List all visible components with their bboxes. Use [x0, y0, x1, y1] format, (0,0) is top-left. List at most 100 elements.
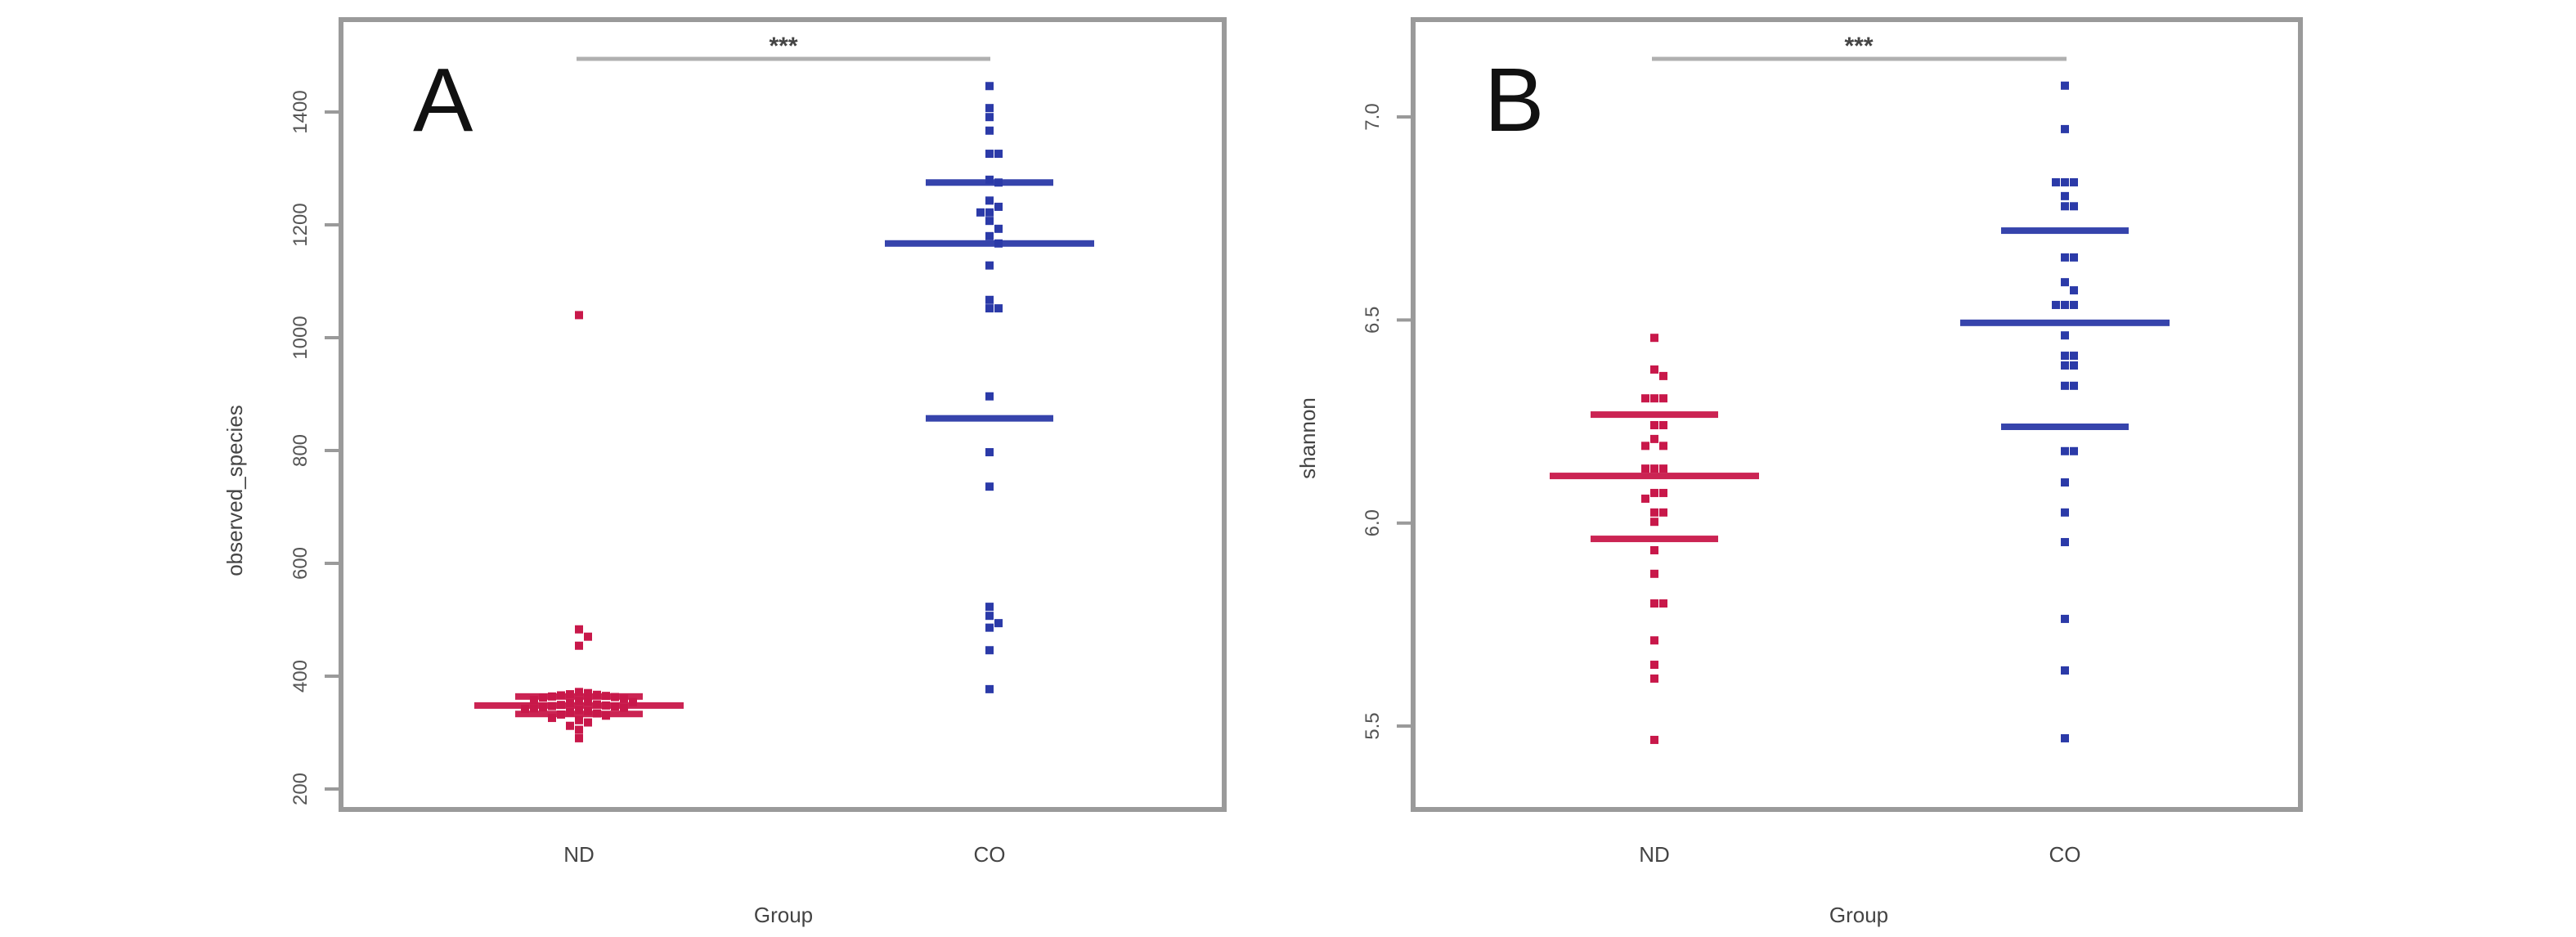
- data-point-nd: [584, 706, 592, 715]
- data-point-nd: [575, 688, 583, 697]
- data-point-nd: [1650, 735, 1658, 744]
- y-tick-label: 400: [289, 660, 312, 693]
- significance-label-a: ***: [769, 33, 797, 60]
- data-point-nd: [1650, 334, 1658, 343]
- data-point-co: [2061, 331, 2069, 340]
- data-point-nd: [593, 700, 601, 709]
- data-point-nd: [593, 709, 601, 718]
- data-point-co: [2070, 446, 2078, 455]
- data-point-co: [985, 208, 994, 217]
- data-point-nd: [566, 721, 574, 730]
- x-tick-label-co-a: CO: [974, 842, 1006, 867]
- y-tick-label: 200: [289, 773, 312, 805]
- data-point-nd: [1650, 394, 1658, 403]
- y-axis-a: 200 400 600 800 1000 1200 1400: [289, 90, 341, 805]
- plot-frame-a: [339, 17, 1227, 812]
- data-point-co: [2070, 300, 2078, 309]
- data-point-nd: [566, 690, 574, 699]
- data-point-nd: [1650, 518, 1658, 527]
- data-point-nd: [575, 697, 583, 706]
- x-tick-label-nd-b: ND: [1639, 842, 1670, 867]
- data-point-co: [2061, 81, 2069, 90]
- data-point-co: [985, 261, 994, 270]
- data-point-nd: [548, 692, 556, 701]
- data-point-co: [2061, 361, 2069, 370]
- data-point-nd: [611, 702, 619, 711]
- data-point-nd: [557, 710, 565, 719]
- data-point-nd: [1650, 661, 1658, 670]
- data-point-co: [994, 619, 1003, 628]
- data-marks-a: [474, 82, 1094, 742]
- data-point-co: [985, 392, 994, 401]
- data-point-co: [2052, 300, 2060, 309]
- data-point-co: [2061, 666, 2069, 675]
- data-point-co: [994, 224, 1003, 233]
- q3-bar-nd: [515, 693, 643, 700]
- data-point-nd: [548, 714, 556, 723]
- data-point-co: [985, 217, 994, 226]
- significance-label-b: ***: [1844, 33, 1873, 60]
- data-point-nd: [557, 691, 565, 700]
- data-point-nd: [1650, 508, 1658, 517]
- data-point-nd: [1659, 599, 1667, 608]
- y-tick-label: 5.5: [1362, 712, 1384, 739]
- data-point-nd: [575, 641, 583, 650]
- data-point-co: [985, 603, 994, 612]
- data-point-nd: [530, 695, 538, 704]
- data-point-nd: [566, 708, 574, 717]
- data-point-co: [2061, 381, 2069, 390]
- data-point-nd: [584, 718, 592, 727]
- data-point-nd: [557, 701, 565, 710]
- y-tick-label: 600: [289, 547, 312, 580]
- data-point-nd: [1641, 464, 1649, 473]
- data-point-co: [985, 612, 994, 621]
- data-point-nd: [575, 733, 583, 742]
- q1-bar-co: [926, 415, 1053, 422]
- x-tick-label-nd-a: ND: [563, 842, 595, 867]
- median-bar-co: [885, 240, 1094, 247]
- plot-frame-b: [1411, 17, 2303, 812]
- q3-bar-co: [2001, 227, 2129, 235]
- y-tick-label: 6.5: [1362, 307, 1384, 334]
- data-point-co: [2061, 446, 2069, 455]
- data-point-co: [985, 646, 994, 655]
- data-point-nd: [575, 715, 583, 724]
- data-point-nd: [1659, 394, 1667, 403]
- data-marks-b: [1550, 81, 2170, 744]
- data-point-nd: [566, 699, 574, 708]
- data-point-co: [985, 684, 994, 693]
- data-point-co: [985, 150, 994, 159]
- data-point-nd: [1650, 488, 1658, 497]
- panel-letter-a: A: [413, 50, 473, 150]
- data-point-co: [985, 196, 994, 205]
- y-tick-label: 800: [289, 434, 312, 467]
- data-point-co: [2070, 286, 2078, 295]
- data-point-nd: [1650, 434, 1658, 443]
- data-point-nd: [620, 694, 628, 703]
- x-axis-title-a: Group: [754, 903, 813, 927]
- data-point-nd: [584, 688, 592, 697]
- y-tick-label: 1200: [289, 203, 312, 246]
- data-point-co: [994, 150, 1003, 159]
- data-point-nd: [593, 690, 601, 699]
- data-point-co: [2061, 538, 2069, 547]
- data-point-nd: [575, 706, 583, 715]
- data-point-nd: [620, 703, 628, 712]
- data-point-nd: [1659, 442, 1667, 451]
- data-point-nd: [575, 311, 583, 320]
- data-point-nd: [575, 625, 583, 634]
- data-point-co: [985, 82, 994, 91]
- data-point-nd: [530, 704, 538, 713]
- data-point-nd: [1659, 371, 1667, 380]
- panel-letter-b: B: [1484, 50, 1544, 150]
- data-point-co: [2061, 124, 2069, 133]
- data-point-co: [2052, 177, 2060, 186]
- panel-b: B *** ND CO Group shannon 5.5 6.0 6.5 7.0: [1295, 17, 2303, 927]
- q1-bar-nd: [1591, 536, 1718, 543]
- data-point-co: [985, 104, 994, 113]
- data-point-co: [994, 178, 1003, 187]
- data-point-co: [2061, 733, 2069, 742]
- y-tick-label: 6.0: [1362, 509, 1384, 536]
- data-point-nd: [584, 697, 592, 706]
